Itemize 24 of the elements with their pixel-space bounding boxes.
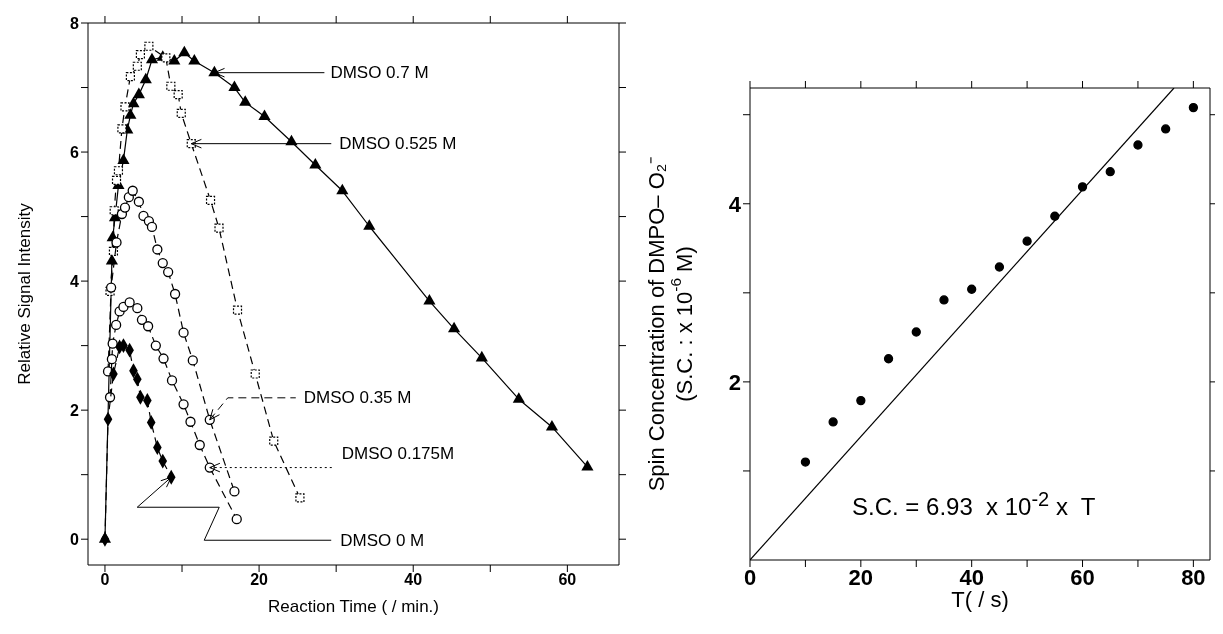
- x-tick-label: 40: [959, 564, 984, 590]
- x-tick-label: 60: [558, 571, 577, 589]
- y-tick-label: 2: [70, 401, 80, 419]
- x-tick-label: 80: [1181, 564, 1206, 590]
- text: DMSO 0 M: [340, 530, 425, 550]
- text: DMSO 0.7 M: [330, 63, 429, 83]
- x-tick-label: 40: [404, 571, 423, 589]
- y-tick-label: 6: [70, 143, 80, 161]
- x-axis-title: T( / s): [951, 587, 1009, 612]
- y-tick-label: 4: [728, 191, 742, 217]
- y-tick-label: 8: [70, 14, 80, 32]
- text: DMSO 0.175M: [341, 444, 455, 464]
- x-tick-label: 20: [848, 564, 874, 590]
- annotation: S.C. = 6.93 x 10$^{-2}$ x T: [852, 488, 1096, 521]
- y-tick-label: 2: [728, 369, 741, 395]
- text: DMSO 0.35 M: [303, 388, 412, 408]
- y-tick-label: 0: [70, 530, 80, 548]
- y-tick-label: 4: [70, 272, 80, 290]
- x-tick-label: 60: [1070, 564, 1095, 590]
- x-axis-title: Reaction Time ( / min.): [268, 597, 439, 616]
- x-tick-label: 0: [100, 571, 110, 589]
- y-axis-title: Relative Signal Intensity: [14, 202, 34, 385]
- text: DMSO 0.525 M: [339, 134, 457, 154]
- x-tick-label: 20: [250, 571, 269, 589]
